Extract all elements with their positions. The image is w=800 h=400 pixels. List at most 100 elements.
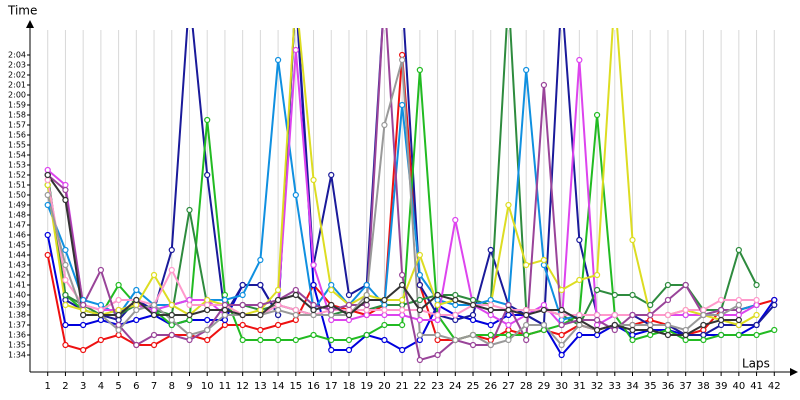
- series-line: [47, 28, 739, 362]
- y-tick-label: 2:03: [8, 61, 26, 70]
- x-tick-label: 14: [272, 381, 285, 392]
- point: [505, 326, 512, 334]
- point: [328, 306, 335, 314]
- point: [434, 331, 441, 339]
- point: [363, 291, 370, 299]
- y-tick-label: 1:57: [8, 121, 26, 130]
- point: [700, 306, 707, 314]
- point: [115, 281, 122, 289]
- point: [221, 311, 229, 319]
- point: [204, 326, 211, 334]
- point: [416, 66, 423, 74]
- x-tick-label: 25: [467, 381, 480, 392]
- y-tick-label: 2:04: [8, 51, 26, 60]
- point: [629, 236, 636, 244]
- point: [558, 331, 565, 339]
- point: [204, 171, 211, 179]
- point: [399, 51, 406, 59]
- point: [62, 186, 69, 194]
- point: [80, 306, 87, 314]
- point: [682, 306, 689, 314]
- point: [416, 331, 423, 339]
- point: [416, 296, 423, 304]
- point: [257, 256, 264, 264]
- y-tick-label: 1:44: [8, 251, 26, 260]
- point: [735, 321, 742, 329]
- point: [257, 326, 264, 334]
- point: [257, 306, 264, 314]
- point: [292, 46, 299, 54]
- point: [115, 321, 122, 329]
- point: [664, 326, 672, 334]
- point: [487, 246, 494, 254]
- point: [735, 311, 742, 319]
- point: [133, 316, 140, 324]
- point: [434, 351, 441, 359]
- point: [664, 321, 672, 329]
- y-tick-label: 1:45: [8, 241, 26, 250]
- point: [274, 56, 282, 64]
- point: [363, 311, 370, 319]
- point: [753, 296, 760, 304]
- point: [664, 311, 672, 319]
- x-tick-label: 23: [431, 381, 444, 392]
- point: [274, 286, 282, 294]
- point: [469, 316, 477, 324]
- point: [647, 321, 654, 329]
- point: [292, 291, 299, 299]
- point: [452, 311, 459, 319]
- point: [682, 311, 689, 319]
- point: [381, 336, 388, 344]
- point: [345, 336, 353, 344]
- point: [310, 331, 317, 339]
- point: [399, 271, 406, 279]
- point: [80, 346, 87, 354]
- point: [416, 356, 423, 364]
- point: [505, 336, 512, 344]
- point: [700, 321, 707, 329]
- y-tick-label: 1:52: [8, 171, 26, 180]
- point: [505, 321, 512, 329]
- point: [452, 296, 459, 304]
- x-tick-label: 15: [289, 381, 302, 392]
- point: [168, 321, 175, 329]
- point: [718, 296, 725, 304]
- point: [558, 286, 565, 294]
- point: [629, 311, 636, 319]
- point: [150, 306, 158, 314]
- point: [221, 291, 229, 299]
- point: [735, 301, 742, 309]
- point: [150, 311, 158, 319]
- point: [399, 311, 406, 319]
- x-tick-label: 1: [45, 381, 51, 392]
- x-tick-label: 35: [644, 381, 657, 392]
- x-tick-label: 8: [169, 381, 175, 392]
- point: [718, 316, 725, 324]
- point: [593, 331, 601, 339]
- point: [381, 311, 388, 319]
- point: [523, 66, 530, 74]
- point: [97, 316, 104, 324]
- point: [310, 311, 317, 319]
- point: [328, 301, 335, 309]
- point: [416, 271, 423, 279]
- x-tick-label: 13: [254, 381, 267, 392]
- x-tick-label: 22: [413, 381, 426, 392]
- y-tick-label: 1:34: [8, 351, 26, 360]
- y-tick-label: 1:37: [8, 321, 26, 330]
- point: [434, 336, 441, 344]
- point: [576, 276, 583, 284]
- point: [593, 321, 601, 329]
- point: [274, 306, 282, 314]
- point: [168, 316, 175, 324]
- point: [97, 301, 104, 309]
- point: [771, 326, 778, 334]
- point: [540, 81, 548, 89]
- point: [363, 281, 370, 289]
- point: [345, 311, 353, 319]
- point: [239, 336, 246, 344]
- point: [735, 306, 742, 314]
- point: [381, 301, 388, 309]
- series-line: [46, 174, 739, 336]
- point: [257, 311, 264, 319]
